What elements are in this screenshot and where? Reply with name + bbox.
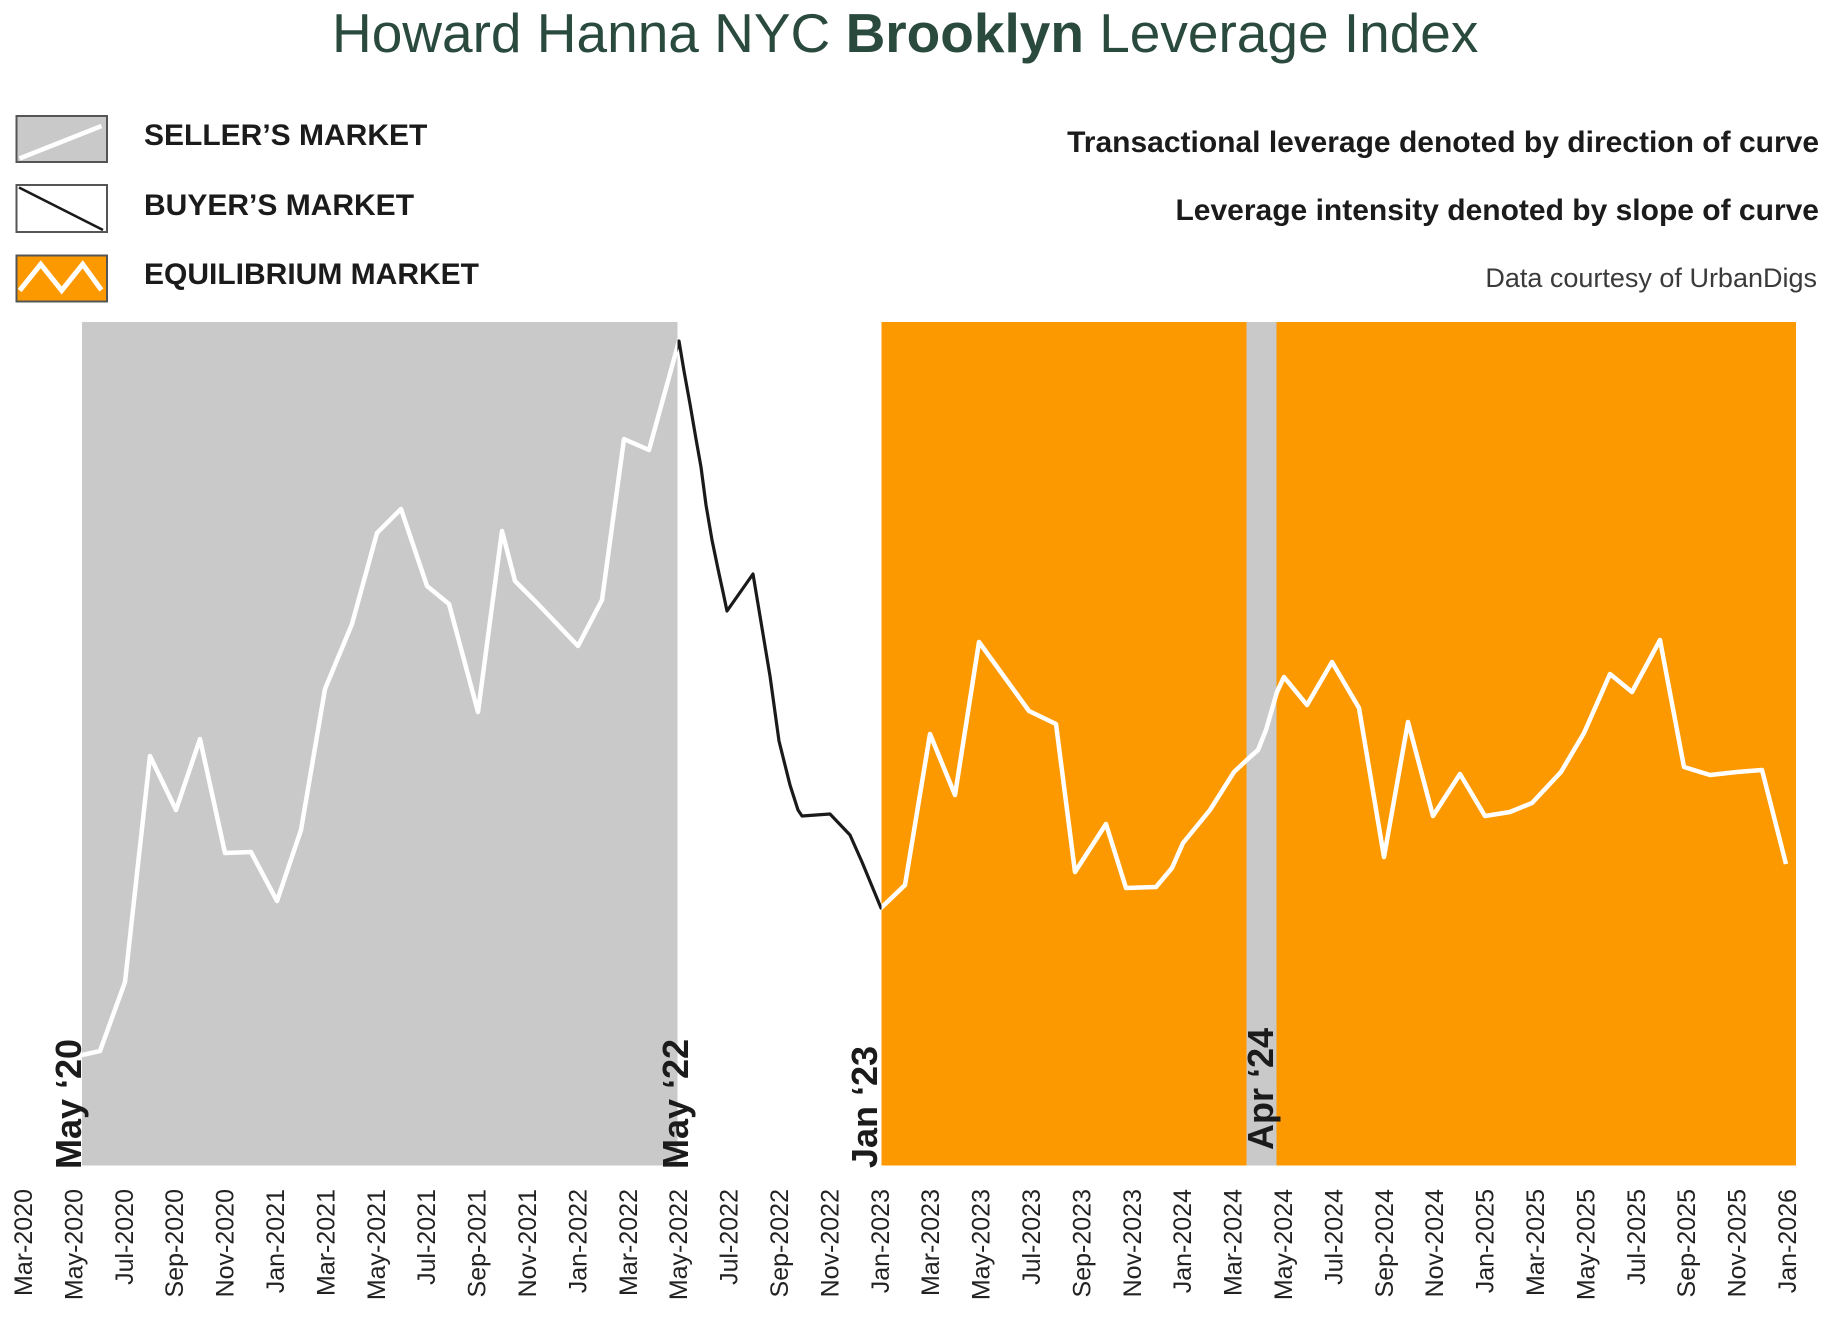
svg-text:Nov-2024: Nov-2024 — [1421, 1189, 1449, 1297]
svg-text:Sep-2025: Sep-2025 — [1673, 1189, 1701, 1297]
svg-text:Sep-2023: Sep-2023 — [1068, 1189, 1096, 1297]
svg-text:Jan-2022: Jan-2022 — [564, 1189, 592, 1293]
svg-text:Jul-2020: Jul-2020 — [111, 1189, 139, 1285]
svg-text:Jan ‘23: Jan ‘23 — [844, 1046, 885, 1168]
svg-text:Mar-2022: Mar-2022 — [615, 1189, 643, 1296]
svg-text:Jan-2026: Jan-2026 — [1774, 1189, 1802, 1293]
svg-text:Jul-2025: Jul-2025 — [1623, 1189, 1651, 1285]
svg-text:Nov-2020: Nov-2020 — [212, 1189, 240, 1297]
svg-text:May-2022: May-2022 — [665, 1189, 693, 1300]
svg-text:May-2020: May-2020 — [60, 1189, 88, 1300]
svg-text:Jan-2023: Jan-2023 — [867, 1189, 895, 1293]
svg-text:Sep-2020: Sep-2020 — [161, 1189, 189, 1297]
svg-text:Nov-2022: Nov-2022 — [816, 1189, 844, 1297]
svg-text:Mar-2025: Mar-2025 — [1522, 1189, 1550, 1296]
svg-text:May ‘22: May ‘22 — [655, 1039, 696, 1169]
svg-text:Jan-2025: Jan-2025 — [1472, 1189, 1500, 1293]
svg-text:Jan-2021: Jan-2021 — [262, 1189, 290, 1293]
svg-text:Jul-2023: Jul-2023 — [1018, 1189, 1046, 1285]
svg-text:Nov-2021: Nov-2021 — [514, 1189, 542, 1297]
svg-text:Apr ‘24: Apr ‘24 — [1240, 1028, 1281, 1150]
svg-text:Mar-2020: Mar-2020 — [10, 1189, 38, 1296]
svg-text:Sep-2021: Sep-2021 — [464, 1189, 492, 1297]
svg-text:Jan-2024: Jan-2024 — [1169, 1189, 1197, 1293]
svg-text:Jul-2022: Jul-2022 — [716, 1189, 744, 1285]
svg-text:Mar-2021: Mar-2021 — [312, 1189, 340, 1296]
svg-text:Nov-2025: Nov-2025 — [1724, 1189, 1752, 1297]
svg-text:May ‘20: May ‘20 — [48, 1039, 89, 1169]
svg-text:Sep-2022: Sep-2022 — [766, 1189, 794, 1297]
svg-text:May-2024: May-2024 — [1270, 1189, 1298, 1300]
svg-text:May-2021: May-2021 — [363, 1189, 391, 1300]
svg-text:Mar-2024: Mar-2024 — [1220, 1189, 1248, 1296]
svg-text:Jul-2024: Jul-2024 — [1320, 1189, 1348, 1285]
svg-text:May-2025: May-2025 — [1572, 1189, 1600, 1300]
svg-text:May-2023: May-2023 — [968, 1189, 996, 1300]
svg-text:Mar-2023: Mar-2023 — [917, 1189, 945, 1296]
svg-text:Nov-2023: Nov-2023 — [1119, 1189, 1147, 1297]
svg-text:Jul-2021: Jul-2021 — [413, 1189, 441, 1285]
svg-text:Sep-2024: Sep-2024 — [1371, 1189, 1399, 1298]
